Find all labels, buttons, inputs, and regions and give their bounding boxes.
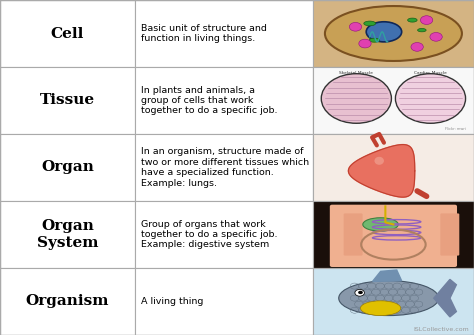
Ellipse shape xyxy=(374,157,384,165)
Text: In an organism, structure made of
two or more different tissues which
have a spe: In an organism, structure made of two or… xyxy=(141,147,309,188)
Bar xyxy=(0,67,135,134)
Text: Flickr: mwri: Flickr: mwri xyxy=(445,127,466,131)
Text: ISLCollective.com: ISLCollective.com xyxy=(413,327,469,332)
Circle shape xyxy=(420,16,433,24)
Bar xyxy=(135,134,313,201)
Ellipse shape xyxy=(408,18,417,22)
Bar xyxy=(135,201,313,268)
Bar xyxy=(313,201,474,268)
Circle shape xyxy=(358,291,363,294)
FancyBboxPatch shape xyxy=(344,213,363,256)
Ellipse shape xyxy=(339,281,438,316)
Text: In plants and animals, a
group of cells that work
together to do a specific job.: In plants and animals, a group of cells … xyxy=(141,86,277,115)
Bar xyxy=(0,0,135,67)
Text: Cardiac Muscle: Cardiac Muscle xyxy=(414,71,447,75)
Ellipse shape xyxy=(364,21,375,26)
Text: Organism: Organism xyxy=(26,294,109,309)
Polygon shape xyxy=(348,145,415,197)
Bar xyxy=(313,67,474,134)
Text: Group of organs that work
together to do a specific job.
Example: digestive syst: Group of organs that work together to do… xyxy=(141,220,277,249)
Bar xyxy=(313,134,474,201)
Ellipse shape xyxy=(418,28,426,32)
Text: Basic unit of structure and
function in living things.: Basic unit of structure and function in … xyxy=(141,24,267,43)
Text: Organ
System: Organ System xyxy=(37,219,98,250)
Ellipse shape xyxy=(325,6,462,61)
Polygon shape xyxy=(373,270,401,281)
Circle shape xyxy=(359,39,371,48)
Circle shape xyxy=(321,74,392,123)
Circle shape xyxy=(355,289,365,296)
Bar xyxy=(135,268,313,335)
Polygon shape xyxy=(434,279,456,317)
Text: Organ: Organ xyxy=(41,160,94,175)
Bar xyxy=(313,0,474,67)
Bar xyxy=(0,134,135,201)
Circle shape xyxy=(395,74,465,123)
FancyBboxPatch shape xyxy=(330,205,457,267)
FancyBboxPatch shape xyxy=(440,213,459,256)
Bar xyxy=(313,67,474,134)
Text: Cell: Cell xyxy=(51,26,84,41)
Ellipse shape xyxy=(366,22,401,42)
Circle shape xyxy=(349,22,362,31)
Circle shape xyxy=(430,32,442,41)
Bar xyxy=(313,134,474,201)
Ellipse shape xyxy=(369,38,380,42)
Bar xyxy=(0,268,135,335)
Ellipse shape xyxy=(360,301,401,316)
Text: Tissue: Tissue xyxy=(40,93,95,108)
Bar xyxy=(135,67,313,134)
Circle shape xyxy=(411,43,423,51)
Bar xyxy=(313,268,474,335)
Text: A living thing: A living thing xyxy=(141,297,203,306)
Bar xyxy=(135,0,313,67)
Text: Skeletal Muscle: Skeletal Muscle xyxy=(339,71,374,75)
Ellipse shape xyxy=(363,218,398,231)
Bar xyxy=(0,201,135,268)
